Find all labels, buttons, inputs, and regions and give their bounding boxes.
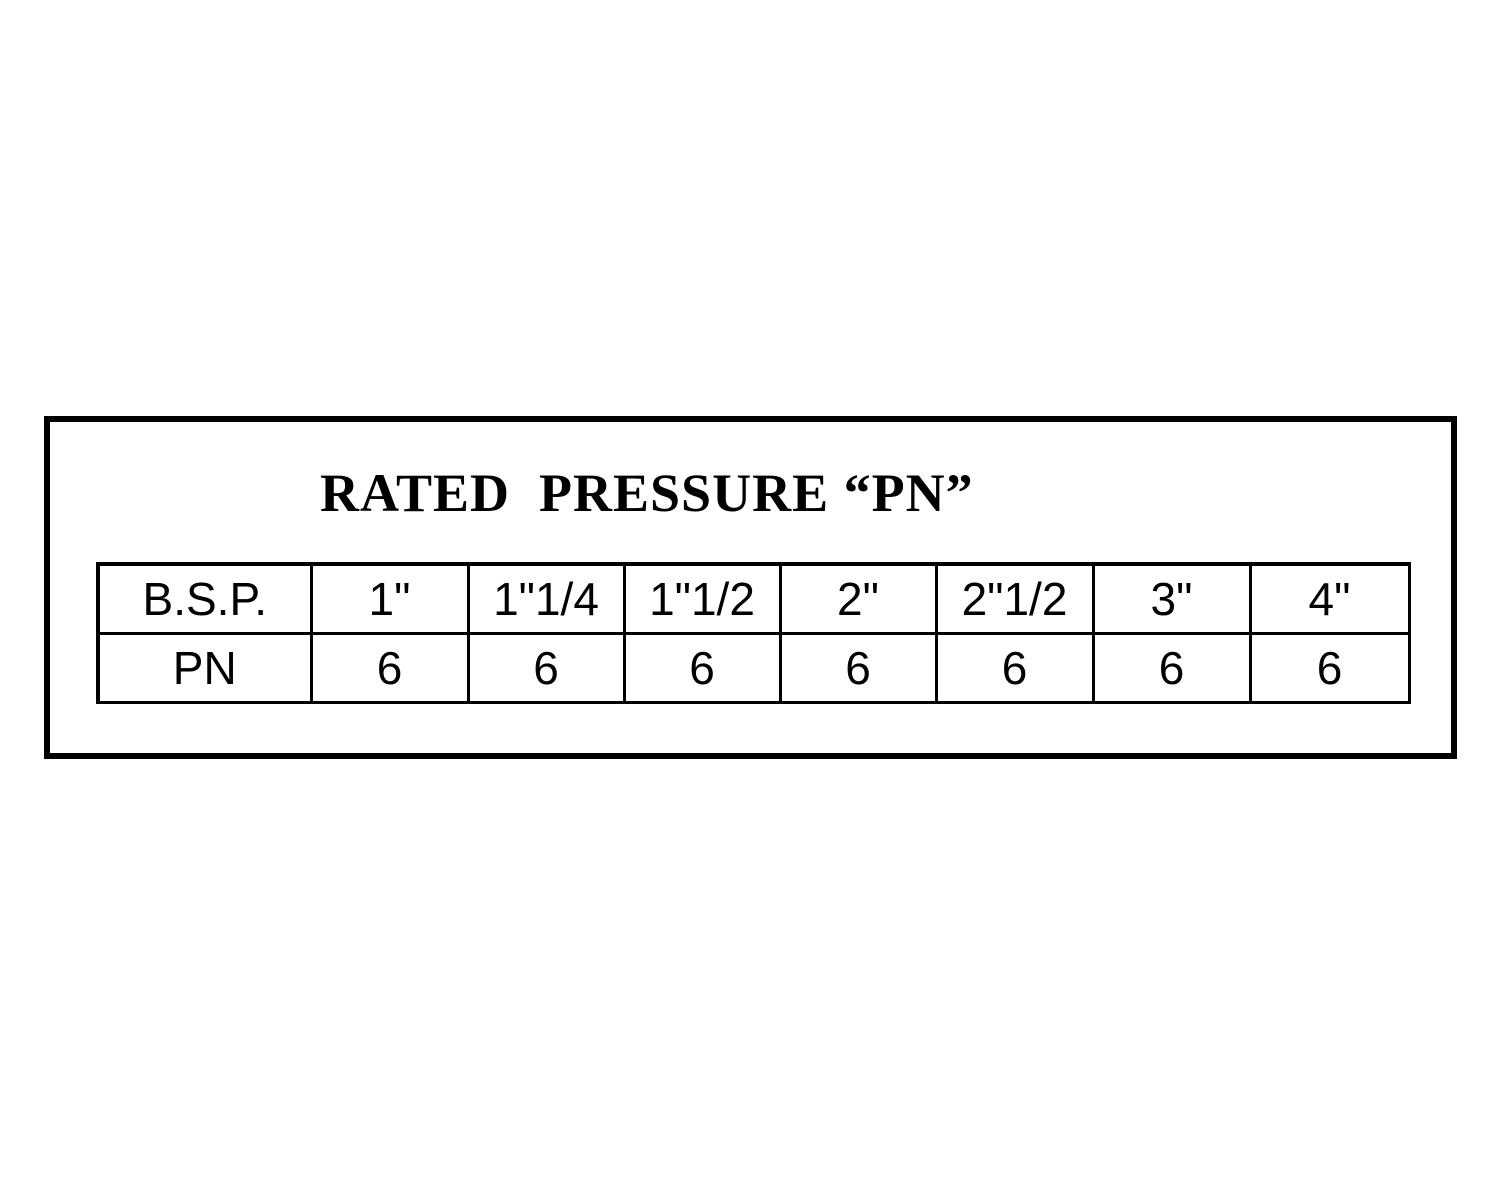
- table-row-bsp: B.S.P. 1" 1"1/4 1"1/2 2" 2"1/2 3" 4": [96, 562, 1411, 635]
- pn-cell: 6: [934, 632, 1095, 704]
- row-header-bsp: B.S.P.: [96, 562, 313, 635]
- size-cell: 1"1/2: [622, 562, 782, 635]
- size-cell: 4": [1248, 562, 1411, 635]
- pn-cell: 6: [1091, 632, 1252, 704]
- pn-cell: 6: [466, 632, 626, 704]
- title: RATED PRESSURE “PN”: [320, 463, 974, 523]
- pn-cell: 6: [622, 632, 782, 704]
- pressure-table: B.S.P. 1" 1"1/4 1"1/2 2" 2"1/2 3" 4" PN …: [96, 562, 1411, 704]
- pn-cell: 6: [1248, 632, 1411, 704]
- size-cell: 2": [778, 562, 938, 635]
- pn-cell: 6: [778, 632, 938, 704]
- row-header-pn: PN: [96, 632, 313, 704]
- pn-cell: 6: [309, 632, 470, 704]
- size-cell: 1": [309, 562, 470, 635]
- rating-frame: [44, 416, 1457, 759]
- table-row-pn: PN 6 6 6 6 6 6 6: [96, 632, 1411, 704]
- size-cell: 2"1/2: [934, 562, 1095, 635]
- size-cell: 1"1/4: [466, 562, 626, 635]
- size-cell: 3": [1091, 562, 1252, 635]
